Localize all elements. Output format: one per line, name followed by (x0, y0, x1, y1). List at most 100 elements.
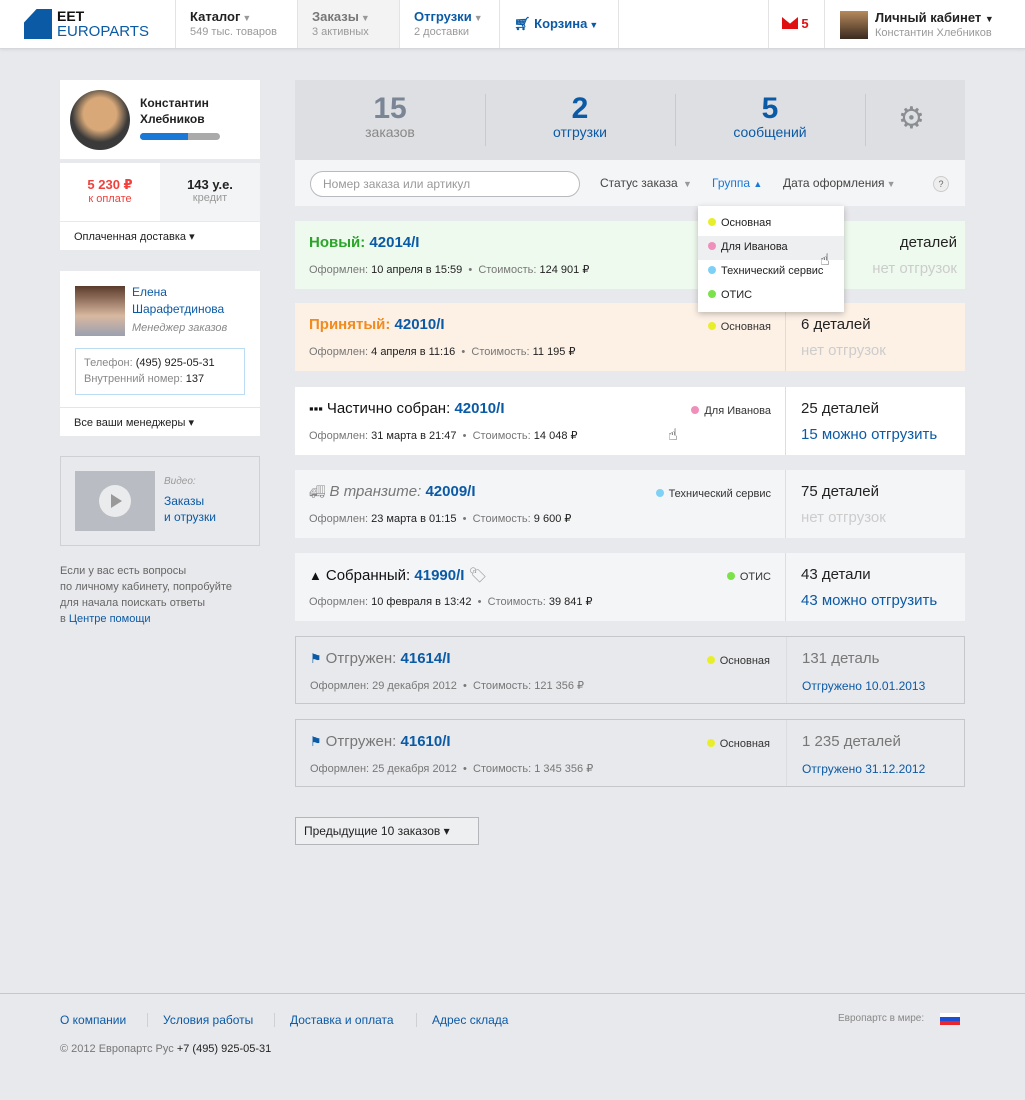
order-status: Частично собран: (326, 400, 451, 417)
order-meta: Оформлен: 10 февраля в 13:42 • Стоимость… (309, 596, 593, 608)
tag-icon: 🏷︎ (468, 567, 488, 584)
previous-orders-button[interactable]: Предыдущие 10 заказов ▾ (295, 817, 479, 845)
order-shipping-summary: 43 детали 43 можно отгрузить (785, 553, 965, 621)
profile-card: Константин Хлебников (60, 80, 260, 159)
nav-catalog[interactable]: Каталог ▼ 549 тыс. товаров (175, 0, 297, 48)
order-number-link[interactable]: 41614/I (400, 650, 451, 667)
order-meta: Оформлен: 23 марта в 01:15 • Стоимость: … (309, 513, 572, 525)
logo[interactable]: EET EUROPARTS (24, 8, 154, 41)
order-meta: Оформлен: 25 декабря 2012 • Стоимость: 1… (310, 763, 594, 775)
order-status: Новый: (309, 234, 366, 251)
video-card[interactable]: Видео: Заказы и отрузки (60, 456, 260, 546)
order-row[interactable]: Принятый: 42010/I Оформлен: 4 апреля в 1… (295, 303, 965, 371)
manager-contacts: Телефон: (495) 925-05-31 Внутренний номер… (75, 348, 245, 395)
nav-shipments[interactable]: Отгрузки ▼ 2 доставки (399, 0, 499, 48)
order-row[interactable]: ⚑ Отгружен: 41614/I Оформлен: 29 декабря … (295, 636, 965, 704)
order-number-link[interactable]: 41610/I (400, 733, 451, 750)
order-row[interactable]: ▲ Собранный: 41990/I 🏷︎ Оформлен: 10 февр… (295, 553, 965, 621)
order-status: В транзите: (329, 483, 422, 500)
settings-gear-icon[interactable]: ⚙ (898, 102, 925, 135)
profile-name: Константин Хлебников (140, 96, 209, 126)
video-title[interactable]: Заказы и отрузки (164, 494, 216, 524)
world-label: Европартс в мире: (838, 1013, 925, 1024)
help-text: Если у вас есть вопросы по личному кабине… (60, 565, 232, 625)
order-row[interactable]: ▪▪▪ Частично собран: 42010/I Оформлен: 31… (295, 387, 965, 455)
play-icon (99, 485, 131, 517)
profile-avatar (70, 90, 130, 150)
order-row[interactable]: Новый: 42014/I Оформлен: 10 апреля в 15:… (295, 221, 965, 289)
top-header: EET EUROPARTS Каталог ▼ 549 тыс. товаров За… (0, 0, 1025, 49)
group-menu-item[interactable]: Для Иванова (698, 236, 844, 260)
order-shipping-summary: 131 деталь Отгружено 10.01.2013 (786, 637, 966, 703)
order-status: Принятый: (309, 316, 391, 333)
group-filter[interactable]: Группа ▲ (712, 176, 763, 190)
order-group-badge: Основная (706, 738, 770, 750)
help-center-link[interactable]: Центре помощи (68, 613, 151, 625)
order-group-badge: ОТИС (726, 571, 771, 583)
balance-due: 5 230 ₽ к оплате (60, 163, 160, 221)
truck-icon: 🚚︎ (309, 484, 326, 499)
order-number-link[interactable]: 41990/I (414, 567, 465, 584)
hand-cursor-icon: ☝ (820, 252, 830, 269)
order-shipping-summary: 6 деталей нет отгрузок (785, 303, 965, 371)
manager-card: Елена Шарафетдинова Менеджер заказов Телеф… (60, 271, 260, 436)
order-status: Отгружен: (325, 650, 397, 667)
order-status: Собранный: (325, 567, 411, 584)
footer-link-delivery[interactable]: Доставка и оплата (274, 1013, 409, 1027)
stat-messages[interactable]: 5 сообщений (733, 92, 807, 140)
order-status: Отгружен: (325, 733, 397, 750)
credit: 143 у.е. кредит (160, 163, 260, 221)
order-shipping-summary: 75 деталей нет отгрузок (785, 470, 965, 538)
filters-bar: Номер заказа или артикул Статус заказа ▼… (295, 160, 965, 206)
footer-link-terms[interactable]: Условия работы (147, 1013, 268, 1027)
order-meta: Оформлен: 29 декабря 2012 • Стоимость: 1… (310, 680, 585, 692)
group-dropdown-menu: Основная Для Иванова Технический сервис ОТИ… (698, 206, 844, 312)
stats-bar: 15 заказов 2 отгрузки 5 сообщений ⚙ (295, 80, 965, 160)
paid-delivery-dropdown[interactable]: Оплаченная доставка ▾ (60, 222, 260, 250)
copyright: © 2012 Европартс Рус +7 (495) 925-05-31 (60, 1043, 272, 1055)
order-group-badge: Технический сервис (655, 488, 771, 500)
hand-cursor-icon: ☝ (668, 427, 678, 444)
stat-orders[interactable]: 15 заказов (365, 92, 415, 140)
russia-flag-icon[interactable] (940, 1013, 960, 1025)
order-number-link[interactable]: 42014/I (369, 234, 420, 251)
group-menu-item[interactable]: ОТИС (698, 284, 844, 308)
status-filter[interactable]: Статус заказа ▼ (600, 176, 692, 190)
order-group-badge: Для Иванова (691, 405, 771, 417)
profile-progress (140, 133, 220, 140)
partial-assembly-icon: ▪▪▪ (309, 401, 323, 416)
nav-cart[interactable]: 🛒︎ Корзина ▼ (499, 0, 619, 48)
help-icon[interactable]: ? (933, 176, 949, 192)
messages-button[interactable]: 5 (768, 0, 825, 48)
all-managers-dropdown[interactable]: Все ваши менеджеры ▾ (60, 407, 260, 437)
order-meta: Оформлен: 4 апреля в 11:16 • Стоимость: … (309, 346, 576, 358)
footer-divider (0, 993, 1025, 994)
order-group-badge: Основная (707, 321, 771, 333)
mail-icon (782, 17, 798, 29)
order-search-input[interactable]: Номер заказа или артикул (310, 171, 580, 197)
order-number-link[interactable]: 42010/I (394, 316, 445, 333)
order-shipping-summary: 25 деталей 15 можно отгрузить (785, 387, 965, 455)
nav-orders[interactable]: Заказы ▼ 3 активных (297, 0, 399, 48)
order-shipping-summary: 1 235 деталей Отгружено 31.12.2012 (786, 720, 966, 786)
video-thumbnail[interactable] (75, 471, 155, 531)
footer-link-about[interactable]: О компании (60, 1013, 127, 1027)
checkered-flag-icon: ⚑ (310, 734, 322, 749)
footer-link-warehouse[interactable]: Адрес склада (416, 1013, 523, 1027)
order-meta: Оформлен: 10 апреля в 15:59 • Стоимость:… (309, 264, 590, 276)
assembled-icon: ▲ (309, 568, 322, 583)
order-number-link[interactable]: 42010/I (454, 400, 505, 417)
manager-name[interactable]: Елена Шарафетдинова Менеджер заказов (132, 285, 228, 334)
stat-shipments[interactable]: 2 отгрузки (553, 92, 607, 140)
date-filter[interactable]: Дата оформления ▼ (783, 176, 896, 190)
group-menu-item[interactable]: Технический сервис (698, 260, 844, 284)
order-row[interactable]: ⚑ Отгружен: 41610/I Оформлен: 25 декабря … (295, 719, 965, 787)
account-menu[interactable]: Личный кабинет ▼ Константин Хлебников (875, 10, 994, 39)
order-group-badge: Основная (706, 655, 770, 667)
group-menu-item[interactable]: Основная (698, 212, 844, 236)
order-number-link[interactable]: 42009/I (425, 483, 476, 500)
order-meta: Оформлен: 31 марта в 21:47 • Стоимость: … (309, 430, 578, 442)
cart-icon: 🛒︎ (514, 16, 531, 31)
order-row[interactable]: 🚚︎ В транзите: 42009/I Оформлен: 23 марта… (295, 470, 965, 538)
user-avatar[interactable] (840, 11, 868, 39)
